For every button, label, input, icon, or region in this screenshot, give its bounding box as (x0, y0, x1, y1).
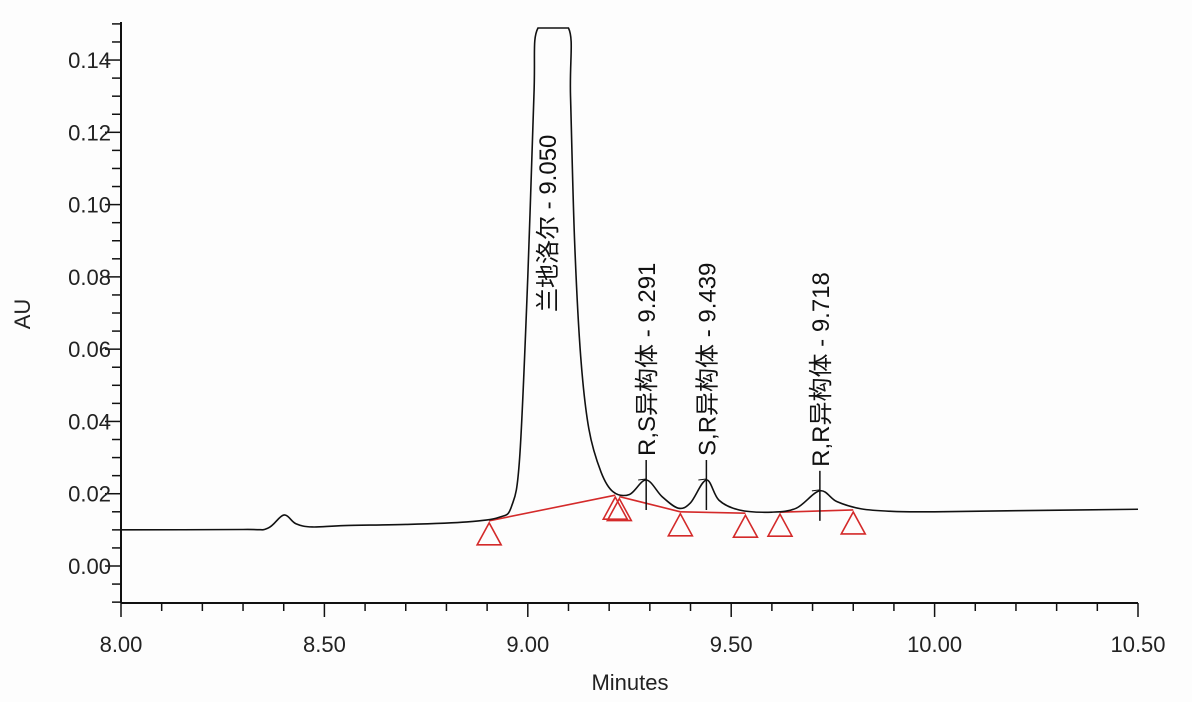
peak-label: S,R异构体 - 9.439 (694, 263, 721, 456)
x-tick-label: 9.00 (506, 632, 549, 657)
x-tick-label: 10.00 (907, 632, 962, 657)
y-tick-label: 0.02 (68, 482, 111, 507)
trace (120, 27, 1139, 531)
x-tick-label: 8.50 (303, 632, 346, 657)
integration-baseline (779, 509, 854, 513)
peak-apex-tick (638, 478, 647, 481)
y-tick-label: 0.06 (68, 337, 111, 362)
peak-labels: 兰地洛尔 - 9.050 R,S异构体 - 9.291 S,R异构体 - 9.439… (535, 135, 835, 521)
peak-boundary-marker (766, 512, 794, 537)
peak-boundary-marker (667, 512, 694, 537)
y-axis-title: AU (10, 299, 35, 330)
x-tick-label: 9.50 (710, 632, 753, 657)
y-tick-label: 0.12 (68, 120, 111, 145)
integration-baseline (619, 495, 681, 513)
peak-boundary-marker (732, 513, 759, 539)
peak-boundary-marker (475, 521, 503, 546)
y-tick-label: 0.14 (68, 48, 111, 73)
peak-apex-tick (811, 489, 820, 492)
peak-boundary-marker (839, 510, 867, 535)
y-tick-label: 0.04 (68, 409, 111, 434)
x-tick-label: 8.00 (100, 632, 143, 657)
integration-baselines (488, 494, 854, 522)
peak-apex-tick (698, 478, 707, 481)
peak-label: 兰地洛尔 - 9.050 (535, 135, 562, 312)
peak-markers (475, 495, 867, 546)
y-tick-label: 0.10 (68, 193, 111, 218)
x-tick-label: 10.50 (1110, 632, 1165, 657)
peak-boundary-marker (601, 495, 629, 520)
integration-baseline (680, 510, 746, 515)
peak-boundary-marker (605, 496, 633, 522)
peak-label: R,S异构体 - 9.291 (634, 263, 661, 456)
y-tick-label: 0.00 (68, 554, 111, 579)
chromatogram-trace (120, 27, 1139, 531)
axes: 0.00 0.02 0.04 0.06 0.08 0.10 0.12 0.14 8.00 8.50… (68, 22, 1166, 657)
x-axis-title: Minutes (591, 670, 668, 695)
integration-baseline (488, 494, 616, 522)
y-tick-label: 0.08 (68, 265, 111, 290)
peak-label: R,R异构体 - 9.718 (808, 272, 835, 467)
